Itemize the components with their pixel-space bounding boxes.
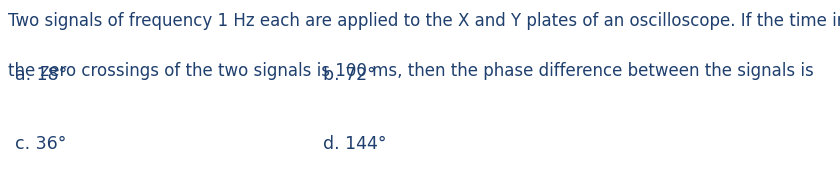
- Text: d. 144°: d. 144°: [323, 135, 387, 153]
- Text: the zero crossings of the two signals is 100 ms, then the phase difference betwe: the zero crossings of the two signals is…: [8, 62, 814, 80]
- Text: Two signals of frequency 1 Hz each are applied to the X and Y plates of an oscil: Two signals of frequency 1 Hz each are a…: [8, 12, 840, 30]
- Text: a. 18°: a. 18°: [15, 67, 67, 84]
- Text: c. 36°: c. 36°: [15, 135, 66, 153]
- Text: b. 72°: b. 72°: [323, 67, 376, 84]
